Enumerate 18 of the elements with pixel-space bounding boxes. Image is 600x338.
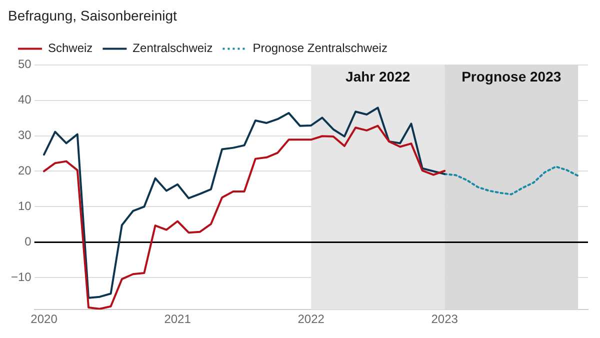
legend-label: Prognose Zentralschweiz xyxy=(252,41,388,56)
y-tick-label: 50 xyxy=(18,57,32,72)
y-tick-label: 20 xyxy=(18,164,32,178)
x-tick-label: 2021 xyxy=(164,312,192,326)
y-tick-label: 30 xyxy=(18,128,32,142)
band-label: Prognose 2023 xyxy=(462,68,562,85)
x-tick-label: 2020 xyxy=(30,312,58,326)
y-tick-label: 10 xyxy=(18,199,32,214)
y-tick-label: −10 xyxy=(10,270,32,284)
line-series xyxy=(444,166,580,196)
chart-title: Befragung, Saisonbereinigt xyxy=(8,7,178,24)
x-tick-label: 2023 xyxy=(431,312,458,326)
y-tick-label: 0 xyxy=(24,234,32,249)
legend-label: Schweiz xyxy=(48,41,93,56)
x-tick-label: 2022 xyxy=(298,312,325,326)
y-tick-label: 40 xyxy=(18,92,32,107)
legend-label: Zentralschweiz xyxy=(132,41,213,56)
band-label: Jahr 2022 xyxy=(346,68,410,85)
